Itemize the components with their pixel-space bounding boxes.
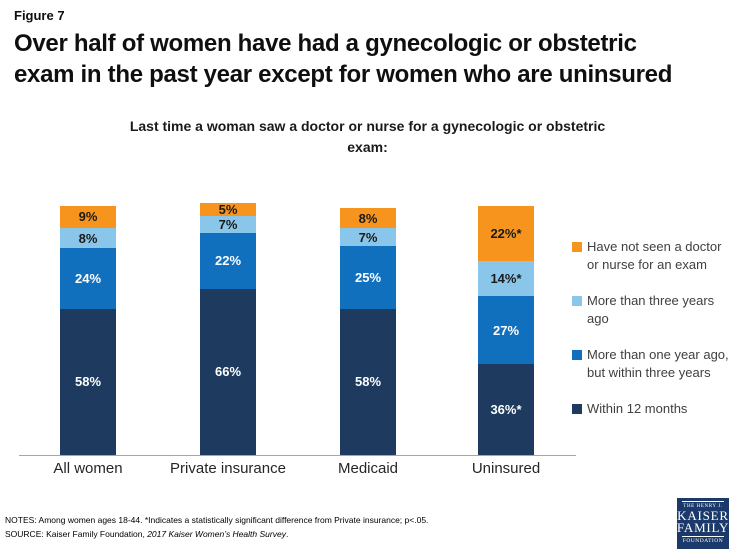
logo-line-family: FAMILY	[676, 520, 730, 535]
legend-label: More than three years ago	[587, 293, 715, 326]
bar-segment: 5%	[200, 203, 256, 216]
footnotes: NOTES: Among women ages 18-44. *Indicate…	[5, 514, 605, 541]
bar-segment: 36%*	[478, 364, 534, 455]
bar-value-label: 14%*	[490, 271, 522, 287]
x-axis-label: Uninsured	[471, 460, 541, 477]
legend-item: More than three years ago	[572, 292, 735, 346]
legend: Have not seen a doctor or nurse for an e…	[572, 238, 735, 418]
bar-value-label: 9%	[78, 209, 98, 225]
page-title: Over half of women have had a gynecologi…	[14, 30, 673, 88]
source-prefix: SOURCE: Kaiser Family Foundation,	[5, 528, 148, 539]
source-italic: 2017 Kaiser Women’s Health Survey	[147, 528, 286, 539]
bar-value-label: 7%	[358, 229, 378, 245]
kff-logo: THE HENRY J. KAISER FAMILY FOUNDATION	[677, 498, 729, 549]
legend-label: Within 12 months	[587, 401, 688, 416]
bar-value-label: 58%	[354, 374, 382, 390]
bar-private-insurance: 66% 22% 7% 5%	[200, 203, 256, 455]
bar-segment: 22%*	[478, 205, 534, 261]
legend-item: More than one year ago, but within three…	[572, 346, 735, 400]
legend-label: Have not seen a doctor or nurse for an e…	[587, 239, 722, 272]
legend-item: Within 12 months	[572, 400, 735, 418]
bar-segment: 7%	[200, 215, 256, 234]
x-axis-label: Medicaid	[337, 460, 399, 477]
plot-area: 58% 24% 8% 9% 66% 22% 7% 5% 58% 25% 7% 8% 36%* 27% 14%…	[19, 195, 576, 456]
legend-swatch-icon	[572, 242, 582, 252]
bar-value-label: 66%	[214, 364, 242, 380]
bar-value-label: 25%	[354, 269, 382, 285]
legend-swatch-icon	[572, 296, 582, 306]
bar-all-women: 58% 24% 8% 9%	[60, 205, 116, 455]
logo-rule-bottom	[682, 536, 724, 537]
source-suffix: .	[285, 528, 289, 539]
x-axis-label: All women	[53, 460, 123, 477]
logo-line-kaiser: KAISER	[677, 508, 729, 523]
bar-segment: 8%	[340, 208, 396, 229]
bar-segment: 24%	[60, 248, 116, 309]
bar-segment: 8%	[60, 228, 116, 249]
logo-line-henry: THE HENRY J.	[683, 504, 723, 509]
x-axis-labels: All women Private insurance Medicaid Uninsu…	[0, 460, 735, 482]
bar-medicaid: 58% 25% 7% 8%	[340, 208, 396, 455]
bar-value-label: 36%*	[490, 402, 522, 418]
bar-value-label: 8%	[78, 230, 98, 246]
bar-value-label: 7%	[218, 216, 238, 232]
bar-segment: 58%	[340, 308, 396, 455]
bar-segment: 9%	[60, 205, 116, 229]
bar-uninsured: 36%* 27% 14%* 22%*	[478, 205, 534, 455]
legend-swatch-icon	[572, 404, 582, 414]
bar-value-label: 5%	[218, 201, 238, 217]
notes-line: NOTES: Among women ages 18-44. *Indicate…	[5, 515, 429, 525]
bar-value-label: 22%	[214, 253, 242, 269]
bar-value-label: 58%	[74, 374, 102, 390]
bar-value-label: 24%	[74, 271, 102, 287]
bar-segment: 14%*	[478, 260, 534, 297]
bar-segment: 22%	[200, 233, 256, 289]
figure-label: Figure 7	[14, 8, 65, 23]
chart-subtitle: Last time a woman saw a doctor or nurse …	[129, 118, 606, 155]
bar-value-label: 22%*	[490, 225, 522, 241]
x-axis-label: Private insurance	[170, 460, 286, 477]
legend-swatch-icon	[572, 350, 582, 360]
bar-segment: 25%	[340, 245, 396, 309]
bar-segment: 58%	[60, 308, 116, 455]
bar-value-label: 27%	[492, 322, 520, 338]
bar-segment: 66%	[200, 288, 256, 455]
bar-segment: 7%	[340, 228, 396, 246]
bar-value-label: 8%	[358, 210, 378, 226]
legend-item: Have not seen a doctor or nurse for an e…	[572, 238, 735, 292]
bar-segment: 27%	[478, 296, 534, 365]
source-line: SOURCE: Kaiser Family Foundation, 2017 K…	[5, 528, 605, 542]
logo-line-foundation: FOUNDATION	[682, 538, 724, 544]
legend-label: More than one year ago, but within three…	[587, 347, 729, 380]
logo-rule-top	[682, 501, 724, 502]
